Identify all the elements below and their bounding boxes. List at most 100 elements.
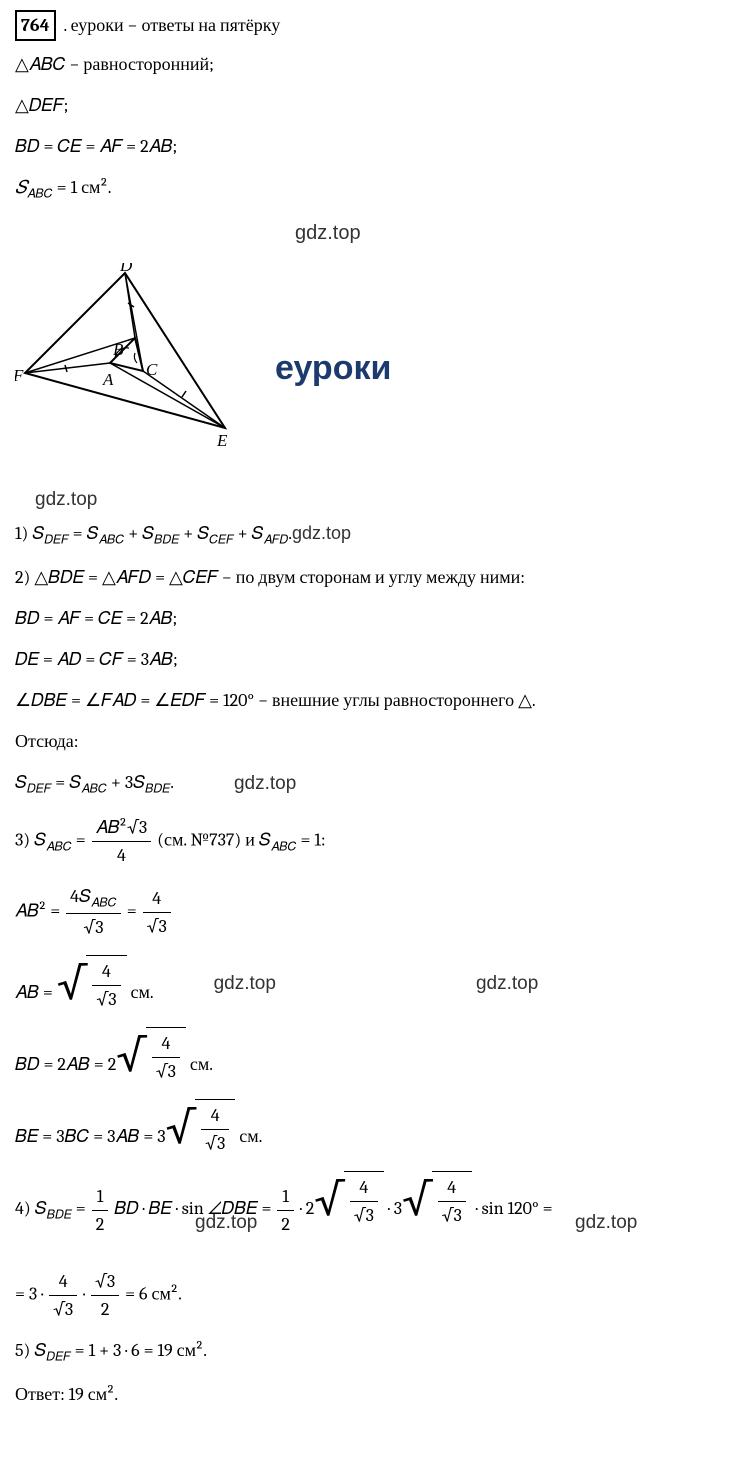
- t: 5) 𝑆: [15, 1340, 46, 1361]
- step-3-ab2: 𝐴𝐵² = 4𝑆𝐴𝐵𝐶√3 = 4√3: [15, 883, 733, 941]
- fraction: 4√3: [350, 1174, 378, 1229]
- t: ·: [79, 1283, 89, 1304]
- den: 2: [277, 1211, 294, 1238]
- watermark: gdz.top: [575, 1209, 637, 1238]
- radical-icon: √: [57, 966, 87, 1002]
- inner: 4√3: [146, 1027, 186, 1085]
- t: 𝐴𝐵 =: [15, 982, 57, 1003]
- fraction: 4𝑆𝐴𝐵𝐶√3: [66, 883, 121, 941]
- t: + 𝑆: [234, 523, 264, 544]
- step-2-l5: 𝑆𝐷𝐸𝐹 = 𝑆𝐴𝐵𝐶 + 3𝑆𝐵𝐷𝐸. gdz.top: [15, 769, 733, 799]
- fraction: 4√3: [201, 1102, 229, 1157]
- t: = 1 + 3 · 6 = 19 см².: [71, 1340, 207, 1361]
- radical-icon: √: [402, 1182, 432, 1218]
- step-3-bd: 𝐵𝐷 = 2𝐴𝐵 = 2√4√3 см.: [15, 1027, 733, 1085]
- num: 4: [201, 1102, 229, 1130]
- svg-text:B: B: [113, 340, 124, 359]
- num: 4: [49, 1268, 77, 1296]
- fraction: 4√3: [152, 1030, 180, 1085]
- t: см.: [186, 1054, 213, 1075]
- inner: 4√3: [195, 1099, 235, 1157]
- radical-icon: √: [314, 1182, 344, 1218]
- t: см.: [235, 1126, 262, 1147]
- inner: 4√3: [344, 1171, 384, 1229]
- expr: 𝑆𝐷𝐸𝐹 = 𝑆𝐴𝐵𝐶 + 3𝑆𝐵𝐷𝐸.: [15, 769, 174, 799]
- step-2-l2: 𝐵𝐷 = 𝐴𝐹 = 𝐶𝐸 = 2𝐴𝐵;: [15, 605, 733, 632]
- euroki-logo: еуроки: [275, 343, 391, 394]
- step-2-l3: 𝐷𝐸 = 𝐴𝐷 = 𝐶𝐹 = 3𝐴𝐵;: [15, 646, 733, 673]
- t: + 𝑆: [179, 523, 209, 544]
- watermark: gdz.top: [292, 523, 351, 543]
- fraction: 𝐴𝐵²√34: [92, 814, 151, 869]
- step-4-l1: 4) 𝑆𝐵𝐷𝐸 = 12 𝐵𝐷 · 𝐵𝐸 · sin ∠𝐷𝐵𝐸 = 12 · 2…: [15, 1171, 733, 1237]
- fraction: 12: [92, 1183, 109, 1238]
- sqrt: √4√3: [116, 1027, 186, 1085]
- triangle-diagram: D B C A F E: [15, 263, 235, 473]
- t: · sin 120° =: [472, 1198, 553, 1219]
- den: √3: [92, 986, 120, 1013]
- t: 𝑆: [15, 772, 27, 793]
- num: 𝐴𝐵²√3: [92, 814, 151, 842]
- svg-text:F: F: [15, 366, 24, 385]
- den: √3: [350, 1202, 378, 1229]
- t: 𝐴𝐵𝐶: [46, 840, 72, 854]
- step-3-l1: 3) 𝑆𝐴𝐵𝐶 = 𝐴𝐵²√34 (см. №737) и 𝑆𝐴𝐵𝐶 = 1:: [15, 814, 733, 869]
- given-line-2: △𝐷𝐸𝐹;: [15, 92, 733, 119]
- expr: 𝐴𝐵 = √4√3 см.: [15, 955, 154, 1013]
- t: 𝐵𝐸 = 3𝐵𝐶 = 3𝐴𝐵 = 3: [15, 1126, 166, 1147]
- t: 4𝑆: [70, 886, 91, 907]
- den: √3: [438, 1202, 466, 1229]
- sqrt: √4√3: [314, 1171, 384, 1229]
- radical-icon: √: [166, 1110, 196, 1146]
- sqrt: √4√3: [57, 955, 127, 1013]
- t: (см. №737) и 𝑆: [153, 830, 271, 851]
- svg-text:D: D: [119, 263, 133, 275]
- header-title: . еуроки − ответы на пятёрку: [64, 12, 281, 39]
- t: 𝐷𝐸𝐹: [46, 1350, 70, 1364]
- t: = 3 ·: [15, 1283, 47, 1304]
- den: √3: [201, 1130, 229, 1157]
- den: √3: [143, 913, 171, 940]
- t: 𝐴𝐵𝐶: [271, 840, 297, 854]
- t: 4) 𝑆: [15, 1198, 47, 1219]
- given-line-4: 𝑆𝐴𝐵𝐶 = 1 см².: [15, 174, 733, 204]
- t: 𝐴𝐵𝐶: [91, 897, 117, 911]
- t: 𝐵𝐷 = 2𝐴𝐵 = 2: [15, 1054, 116, 1075]
- num: 4𝑆𝐴𝐵𝐶: [66, 883, 121, 914]
- num: √3: [91, 1268, 119, 1296]
- given-line-1: △𝐴𝐵𝐶 − равносторонний;: [15, 51, 733, 78]
- fraction: 4√3: [49, 1268, 77, 1323]
- num: 4: [143, 885, 171, 913]
- t: = 6 см².: [121, 1283, 182, 1304]
- t: = 𝑆: [51, 772, 81, 793]
- fraction: 4√3: [143, 885, 171, 940]
- t: =: [72, 1198, 90, 1219]
- num: 4: [92, 958, 120, 986]
- num: 4: [152, 1030, 180, 1058]
- step-1: 1) 𝑆𝐷𝐸𝐹 = 𝑆𝐴𝐵𝐶 + 𝑆𝐵𝐷𝐸 + 𝑆𝐶𝐸𝐹 + 𝑆𝐴𝐹𝐷.gdz.…: [15, 520, 733, 550]
- t: .: [170, 772, 174, 793]
- answer: Ответ: 19 см².: [15, 1381, 733, 1408]
- watermark: gdz.top: [35, 486, 733, 515]
- t: 𝐷𝐸𝐹: [27, 783, 51, 797]
- t: + 3𝑆: [107, 772, 145, 793]
- t: 𝐴𝐹𝐷: [264, 534, 289, 548]
- step-3-ab: 𝐴𝐵 = √4√3 см. gdz.top gdz.top: [15, 955, 733, 1013]
- t: 3) 𝑆: [15, 830, 46, 851]
- t: 𝐴𝐵𝐶: [99, 534, 125, 548]
- num: 1: [277, 1183, 294, 1211]
- given-line-3: 𝐵𝐷 = 𝐶𝐸 = 𝐴𝐹 = 2𝐴𝐵;: [15, 133, 733, 160]
- fraction: 12: [277, 1183, 294, 1238]
- s-val: = 1 см².: [53, 177, 112, 198]
- watermark: gdz.top: [234, 770, 296, 799]
- t: 𝐵𝐷𝐸: [47, 1209, 72, 1223]
- watermark: gdz.top: [476, 970, 538, 999]
- num: 4: [438, 1174, 466, 1202]
- s-label: 𝑆: [15, 177, 27, 198]
- sqrt: √4√3: [402, 1171, 472, 1229]
- header: 764 . еуроки − ответы на пятёрку: [15, 10, 733, 41]
- t: · 3: [384, 1198, 402, 1219]
- diagram-row: D B C A F E еуроки: [15, 263, 733, 473]
- den: 2: [91, 1296, 119, 1323]
- watermark: gdz.top: [195, 1209, 257, 1238]
